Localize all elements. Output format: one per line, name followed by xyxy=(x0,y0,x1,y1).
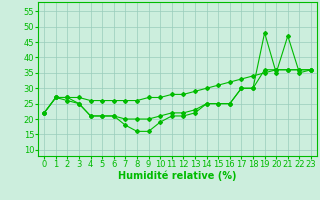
X-axis label: Humidité relative (%): Humidité relative (%) xyxy=(118,171,237,181)
